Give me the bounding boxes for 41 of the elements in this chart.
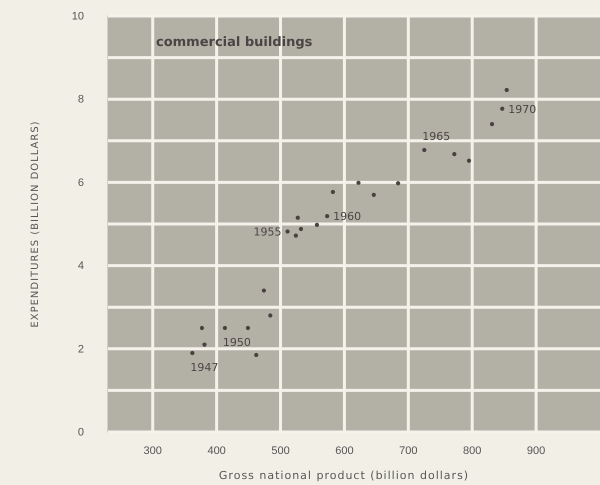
point xyxy=(298,226,304,232)
point xyxy=(294,234,298,238)
y-tick-label: 4 xyxy=(78,260,84,272)
point xyxy=(268,313,272,318)
point xyxy=(222,326,228,330)
point xyxy=(314,222,320,227)
point xyxy=(262,288,266,293)
y-tick-label: 10 xyxy=(72,10,84,23)
y-tick-label: 2 xyxy=(78,343,84,356)
point xyxy=(330,190,336,194)
point xyxy=(246,326,250,330)
x-tick-label: 800 xyxy=(463,444,482,457)
x-tick-label: 400 xyxy=(207,444,226,457)
point xyxy=(490,122,494,126)
point xyxy=(396,181,400,186)
x-tick-label: 600 xyxy=(335,444,354,457)
x-axis-title: Gross national product (billion dollars) xyxy=(218,469,470,482)
y-tick-label: 6 xyxy=(78,176,84,189)
x-tick-label: 500 xyxy=(271,444,290,457)
y-tick-label: 0 xyxy=(78,426,84,439)
annotation: 1950 xyxy=(222,336,251,349)
point xyxy=(504,88,509,92)
point xyxy=(200,326,204,330)
x-tick-label: 300 xyxy=(144,444,162,457)
point xyxy=(466,158,472,163)
y-tick-label: 8 xyxy=(78,94,84,106)
point xyxy=(372,192,376,197)
point xyxy=(296,216,300,220)
point xyxy=(190,350,194,356)
point xyxy=(325,214,330,218)
point xyxy=(254,352,258,358)
point xyxy=(422,148,426,152)
point xyxy=(202,342,207,347)
x-tick-label: 900 xyxy=(526,444,546,457)
x-tick-label: 700 xyxy=(399,444,418,457)
point xyxy=(356,180,361,185)
point xyxy=(285,229,290,234)
annotation: 1965 xyxy=(422,130,450,143)
point xyxy=(500,106,504,111)
point xyxy=(452,152,456,156)
y-axis-title: EXPENDITURES (BILLION DOLLARS) xyxy=(30,120,41,328)
